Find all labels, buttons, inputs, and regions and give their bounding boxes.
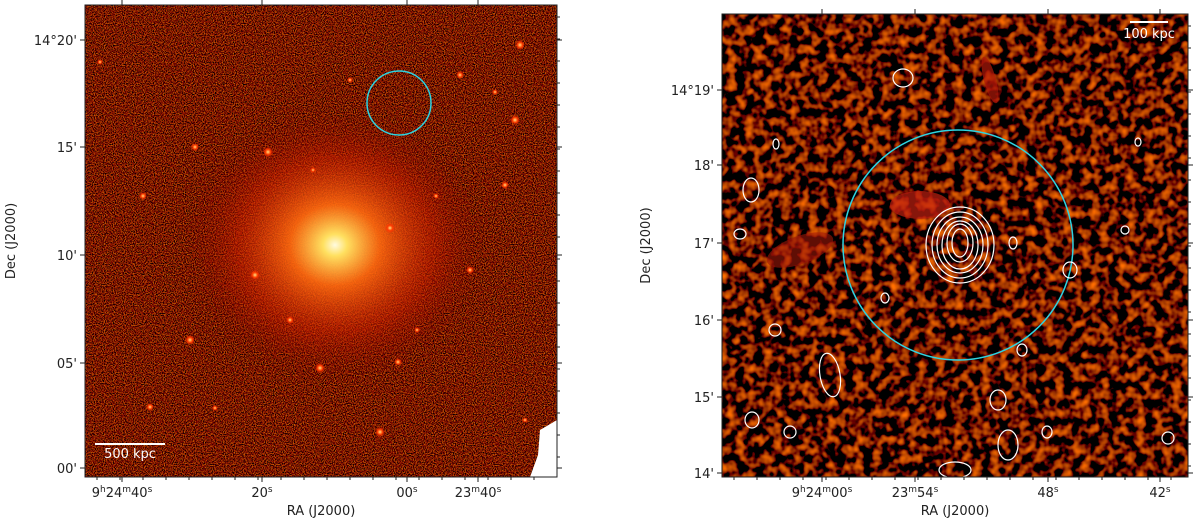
point-source — [375, 427, 385, 437]
point-source — [310, 167, 316, 173]
x-tick-label: 48s — [1037, 485, 1059, 501]
x-tick-label: 9h24m00s — [792, 485, 853, 501]
point-source — [185, 335, 195, 345]
point-source — [394, 358, 402, 366]
point-source — [492, 89, 498, 95]
point-source — [522, 417, 528, 423]
y-tick-label: 18' — [694, 159, 714, 174]
point-source — [146, 403, 154, 411]
y-tick-label: 14°20' — [34, 34, 77, 49]
point-source — [466, 266, 474, 274]
y-tick-label: 14' — [694, 467, 714, 482]
point-source — [191, 143, 199, 151]
y-tick-label: 15' — [57, 141, 77, 156]
point-source — [315, 363, 325, 373]
y-tick-label: 16' — [694, 314, 714, 329]
point-source — [501, 181, 509, 189]
x-tick-label: 00s — [396, 485, 418, 501]
point-source — [286, 316, 294, 324]
point-source — [433, 193, 439, 199]
y-axis-label: Dec (J2000) — [4, 203, 19, 279]
scale-bar-label: 100 kpc — [1123, 27, 1175, 42]
point-source — [456, 71, 464, 79]
x-tick-label: 42s — [1149, 485, 1171, 501]
y-tick-label: 15' — [694, 391, 714, 406]
y-tick-label: 10' — [57, 249, 77, 264]
point-source — [515, 40, 525, 50]
zoom-image — [722, 14, 1188, 477]
x-axis-label: RA (J2000) — [287, 504, 356, 519]
y-tick-label: 14°19' — [671, 84, 714, 99]
x-tick-label: 23m40s — [455, 485, 502, 501]
x-tick-label: 20s — [251, 485, 273, 501]
x-tick-label: 9h24m40s — [92, 485, 153, 501]
point-source — [212, 405, 218, 411]
point-source — [250, 270, 260, 280]
y-axis-label: Dec (J2000) — [639, 207, 654, 283]
x-tick-label: 23m54s — [892, 485, 939, 501]
point-source — [385, 223, 395, 233]
point-source — [97, 59, 103, 65]
y-tick-label: 00' — [57, 462, 77, 477]
xray-image — [85, 5, 557, 477]
point-source — [347, 77, 353, 83]
point-source — [263, 147, 273, 157]
point-source — [510, 115, 520, 125]
y-tick-label: 17' — [694, 237, 714, 252]
point-source — [139, 192, 147, 200]
point-source — [414, 327, 420, 333]
scale-bar-label: 500 kpc — [104, 447, 156, 462]
y-tick-label: 05' — [57, 357, 77, 372]
x-axis-label: RA (J2000) — [921, 504, 990, 519]
